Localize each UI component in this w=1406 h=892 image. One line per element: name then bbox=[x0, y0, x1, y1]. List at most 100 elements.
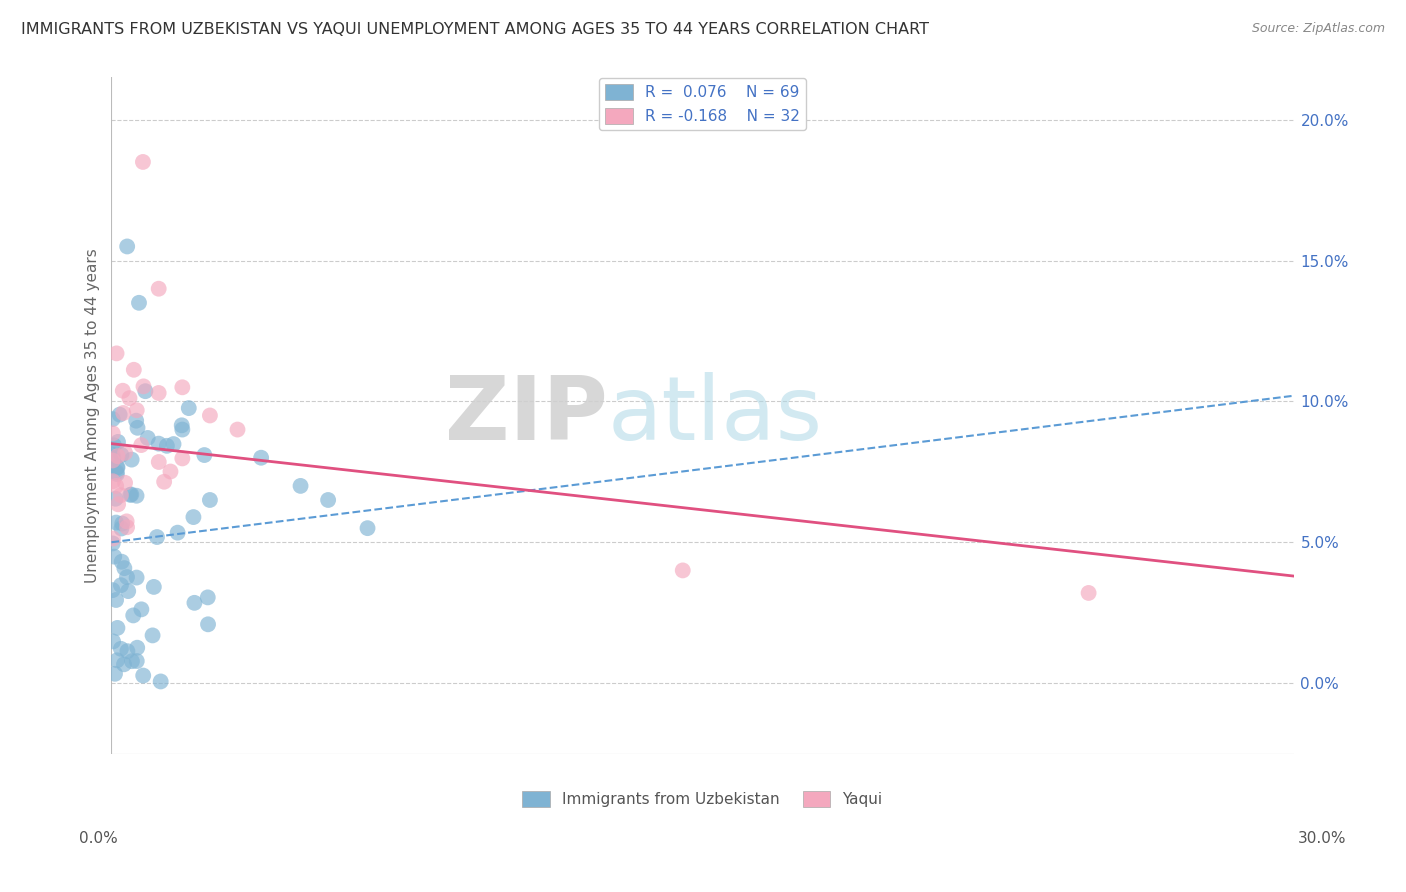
Point bbox=[226, 423, 249, 437]
Point bbox=[121, 452, 143, 467]
Point bbox=[105, 593, 128, 607]
Point bbox=[103, 438, 125, 452]
Point bbox=[118, 391, 141, 405]
Point bbox=[125, 570, 148, 584]
Point bbox=[114, 475, 136, 490]
Point bbox=[356, 521, 378, 535]
Point bbox=[148, 282, 170, 296]
Point bbox=[105, 465, 128, 479]
Point bbox=[125, 414, 148, 428]
Point bbox=[172, 451, 194, 466]
Point bbox=[172, 380, 194, 394]
Point bbox=[111, 516, 134, 531]
Point bbox=[107, 497, 129, 511]
Point bbox=[170, 418, 193, 433]
Point bbox=[142, 580, 165, 594]
Text: atlas: atlas bbox=[607, 372, 823, 459]
Point bbox=[197, 591, 219, 605]
Point bbox=[112, 657, 135, 672]
Point bbox=[177, 401, 200, 416]
Point bbox=[101, 536, 124, 550]
Point bbox=[132, 379, 155, 393]
Point bbox=[115, 239, 138, 253]
Point bbox=[127, 640, 149, 655]
Point bbox=[115, 570, 138, 584]
Point bbox=[153, 475, 176, 489]
Point bbox=[672, 563, 695, 577]
Point bbox=[105, 516, 128, 530]
Point bbox=[148, 455, 170, 469]
Point bbox=[107, 449, 129, 463]
Point bbox=[128, 295, 150, 310]
Point bbox=[148, 386, 170, 401]
Text: Source: ZipAtlas.com: Source: ZipAtlas.com bbox=[1251, 22, 1385, 36]
Point bbox=[111, 555, 134, 569]
Point bbox=[111, 384, 134, 398]
Point bbox=[114, 446, 136, 460]
Point bbox=[132, 155, 155, 169]
Point bbox=[101, 583, 124, 598]
Point bbox=[183, 596, 205, 610]
Point bbox=[110, 641, 132, 656]
Point bbox=[156, 439, 179, 453]
Point bbox=[172, 423, 194, 437]
Point bbox=[148, 436, 170, 450]
Point bbox=[110, 521, 132, 535]
Point bbox=[125, 403, 148, 417]
Point bbox=[122, 608, 145, 623]
Point bbox=[125, 489, 148, 503]
Point bbox=[107, 434, 129, 449]
Point bbox=[103, 549, 125, 564]
Point bbox=[127, 421, 149, 435]
Point bbox=[105, 479, 128, 493]
Point bbox=[149, 674, 172, 689]
Text: 30.0%: 30.0% bbox=[1298, 831, 1346, 846]
Text: ZIP: ZIP bbox=[446, 372, 607, 459]
Point bbox=[131, 602, 153, 616]
Point bbox=[197, 617, 219, 632]
Point bbox=[162, 437, 184, 451]
Point bbox=[101, 426, 124, 441]
Point bbox=[193, 448, 215, 462]
Point bbox=[107, 460, 129, 475]
Point bbox=[104, 491, 127, 506]
Point bbox=[101, 532, 124, 546]
Text: 0.0%: 0.0% bbox=[79, 831, 118, 846]
Point bbox=[198, 493, 221, 508]
Point bbox=[316, 493, 339, 508]
Point bbox=[136, 431, 159, 445]
Point bbox=[117, 584, 139, 599]
Point bbox=[120, 488, 142, 502]
Point bbox=[120, 487, 142, 501]
Point bbox=[1077, 586, 1099, 600]
Point bbox=[132, 668, 155, 682]
Point bbox=[146, 530, 169, 544]
Point bbox=[104, 666, 127, 681]
Point bbox=[183, 510, 205, 524]
Point bbox=[101, 475, 124, 489]
Y-axis label: Unemployment Among Ages 35 to 44 years: Unemployment Among Ages 35 to 44 years bbox=[86, 248, 100, 582]
Point bbox=[159, 465, 181, 479]
Text: IMMIGRANTS FROM UZBEKISTAN VS YAQUI UNEMPLOYMENT AMONG AGES 35 TO 44 YEARS CORRE: IMMIGRANTS FROM UZBEKISTAN VS YAQUI UNEM… bbox=[21, 22, 929, 37]
Point bbox=[110, 578, 132, 592]
Point bbox=[112, 561, 135, 575]
Point bbox=[103, 451, 125, 466]
Point bbox=[250, 450, 273, 465]
Point bbox=[108, 408, 131, 422]
Point bbox=[101, 448, 124, 462]
Point bbox=[121, 654, 143, 668]
Legend: Immigrants from Uzbekistan, Yaqui: Immigrants from Uzbekistan, Yaqui bbox=[516, 785, 889, 814]
Point bbox=[101, 634, 124, 648]
Point bbox=[105, 467, 128, 481]
Point bbox=[290, 479, 312, 493]
Point bbox=[105, 346, 128, 360]
Point bbox=[115, 514, 138, 528]
Point bbox=[125, 654, 148, 668]
Point bbox=[101, 412, 124, 426]
Point bbox=[105, 460, 128, 475]
Point bbox=[117, 644, 139, 658]
Point bbox=[129, 438, 152, 452]
Point bbox=[198, 409, 221, 423]
Point bbox=[105, 653, 128, 667]
Point bbox=[107, 621, 129, 635]
